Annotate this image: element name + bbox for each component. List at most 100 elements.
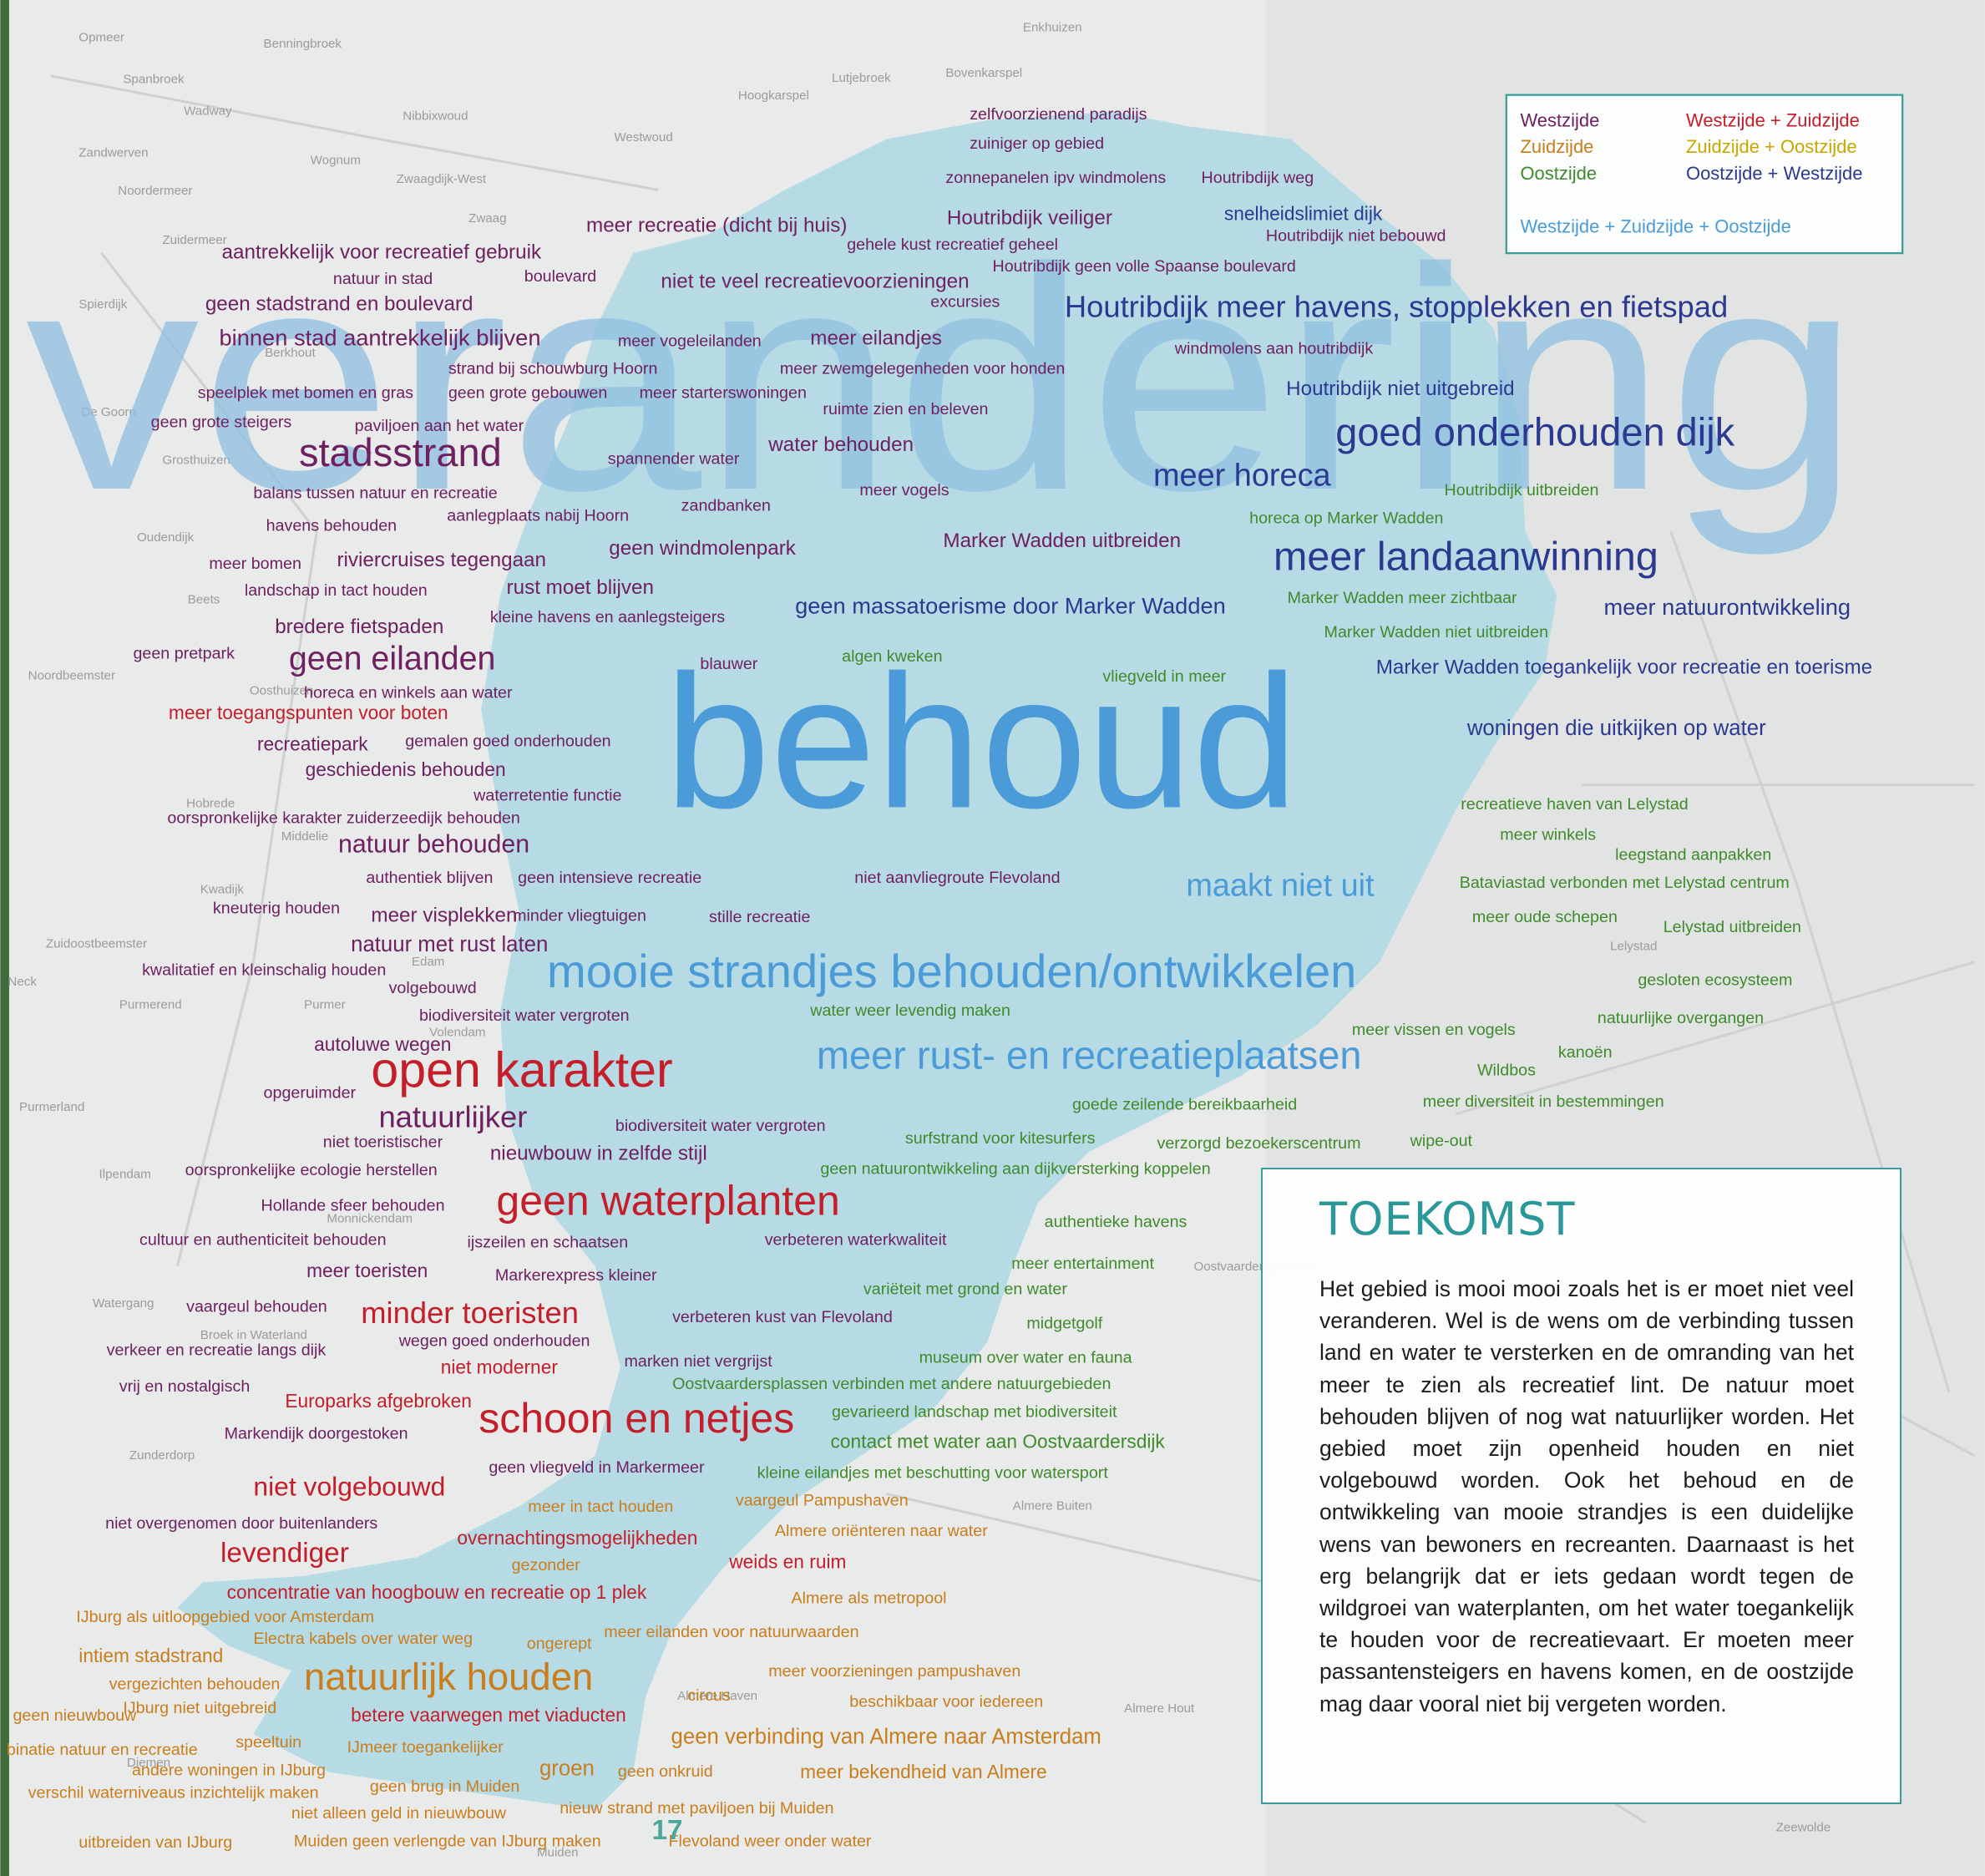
map-label: Kwadijk bbox=[200, 882, 245, 896]
map-label: Westwoud bbox=[614, 130, 672, 145]
word: Houtribdijk weg bbox=[1202, 169, 1314, 187]
word: IJburg niet uitgebreid bbox=[123, 1699, 276, 1717]
word: Houtribdijk meer havens, stopplekken en … bbox=[1065, 289, 1728, 323]
map-label: Purmerland bbox=[19, 1100, 84, 1114]
word: niet toeristischer bbox=[323, 1133, 443, 1152]
word: mooie strandjes behouden/ontwikkelen bbox=[547, 945, 1356, 997]
word: Marker Wadden uitbreiden bbox=[943, 530, 1181, 552]
map-label: Zwaagdijk-West bbox=[397, 172, 487, 186]
word: meer horeca bbox=[1153, 458, 1332, 493]
word: gevarieerd landschap met biodiversiteit bbox=[832, 1403, 1117, 1422]
word: meer oude schepen bbox=[1472, 908, 1618, 926]
word: Marker Wadden toegankelijk voor recreati… bbox=[1376, 657, 1872, 679]
word: zonnepanelen ipv windmolens bbox=[945, 169, 1166, 187]
word: landschap in tact houden bbox=[245, 581, 428, 600]
word: recreatieve haven van Lelystad bbox=[1461, 795, 1689, 814]
map-label: Noordbeemster bbox=[28, 668, 115, 682]
legend-entry: Zuidzijde + Oostzijde bbox=[1686, 136, 1857, 157]
word: horeca en winkels aan water bbox=[304, 684, 513, 702]
word: excursies bbox=[930, 292, 1000, 311]
word: geen waterplanten bbox=[496, 1177, 839, 1224]
word: Lelystad uitbreiden bbox=[1663, 918, 1801, 936]
word: Wildbos bbox=[1477, 1061, 1536, 1079]
word: natuur in stad bbox=[333, 270, 433, 288]
word: geschiedenis behouden bbox=[306, 758, 506, 780]
map-label: Neck bbox=[8, 975, 37, 989]
word: snelheidslimiet dijk bbox=[1224, 203, 1383, 225]
word: zandbanken bbox=[681, 496, 771, 515]
word: circus bbox=[687, 1686, 731, 1705]
word: geen nieuwbouw bbox=[13, 1706, 137, 1725]
word: aantrekkelijk voor recreatief gebruik bbox=[222, 241, 542, 264]
word: Markendijk doorgestoken bbox=[225, 1424, 408, 1442]
word: opgeruimder bbox=[264, 1084, 357, 1103]
word: niet volgebouwd bbox=[253, 1472, 445, 1502]
word: maakt niet uit bbox=[1186, 868, 1375, 903]
word: geen grote steigers bbox=[151, 413, 292, 431]
word: Hollande sfeer behouden bbox=[261, 1196, 445, 1214]
word: niet overgenomen door buitenlanders bbox=[105, 1514, 377, 1533]
word: meer eilandjes bbox=[810, 327, 942, 350]
word: windmolens aan houtribdijk bbox=[1174, 339, 1374, 357]
map-label: Zunderdorp bbox=[129, 1448, 195, 1463]
page-number: 17 bbox=[651, 1815, 682, 1846]
word: niet aanvliegroute Flevoland bbox=[854, 869, 1060, 887]
word: biodiversiteit water vergroten bbox=[615, 1117, 826, 1135]
word: minder vliegtuigen bbox=[513, 906, 646, 925]
map-label: Wadway bbox=[184, 104, 232, 118]
map-label: Wognum bbox=[311, 153, 361, 167]
word: variëteit met grond en water bbox=[863, 1280, 1067, 1299]
word: meer diversiteit in bestemmingen bbox=[1423, 1093, 1664, 1111]
word: meer entertainment bbox=[1011, 1255, 1154, 1273]
word: schoon en netjes bbox=[479, 1395, 794, 1442]
word: uitbreiden van IJburg bbox=[78, 1833, 232, 1852]
word: natuur met rust laten bbox=[351, 933, 548, 956]
word: IJburg als uitloopgebied voor Amsterdam bbox=[76, 1608, 374, 1626]
word: recreatiepark bbox=[257, 733, 368, 755]
word: geen onkruid bbox=[618, 1762, 713, 1781]
toekomst-box: TOEKOMST Het gebied is mooi mooi zoals h… bbox=[1261, 1168, 1901, 1804]
map-label: Almere Hout bbox=[1124, 1701, 1195, 1716]
word: Marker Wadden niet uitbreiden bbox=[1324, 623, 1548, 641]
word: Almere als metropool bbox=[792, 1589, 947, 1607]
word: museum over water en fauna bbox=[919, 1348, 1132, 1366]
legend-entry: Oostzijde + Westzijde bbox=[1686, 163, 1862, 184]
word: kanoën bbox=[1558, 1043, 1613, 1062]
word: andere woningen in IJburg bbox=[132, 1761, 326, 1779]
word: marken niet vergrijst bbox=[624, 1352, 772, 1371]
word: verkeer en recreatie langs dijk bbox=[107, 1341, 327, 1359]
word: vaargeul behouden bbox=[186, 1298, 327, 1316]
word: meer rust- en recreatieplaatsen bbox=[817, 1032, 1362, 1077]
word: geen pretpark bbox=[133, 645, 235, 663]
map-label: Hoogkarspel bbox=[738, 89, 809, 103]
word: Muiden geen verlengde van IJburg maken bbox=[294, 1832, 601, 1850]
word: midgetgolf bbox=[1026, 1314, 1102, 1332]
word: ijszeilen en schaatsen bbox=[468, 1233, 629, 1251]
word: geen intensieve recreatie bbox=[518, 869, 701, 887]
word: meer toeristen bbox=[306, 1260, 428, 1281]
map-label: Zeewolde bbox=[1776, 1820, 1831, 1834]
page: {"legend":[ {"label":"Westzijde","color"… bbox=[0, 0, 1985, 1876]
word: zelfvoorzienend paradijs bbox=[970, 105, 1147, 124]
word: kleine eilandjes met beschutting voor wa… bbox=[757, 1463, 1109, 1482]
word: cultuur en authenticiteit behouden bbox=[139, 1230, 387, 1249]
word: meer in tact houden bbox=[528, 1498, 673, 1516]
word: ongerept bbox=[527, 1635, 592, 1653]
word: niet moderner bbox=[441, 1356, 559, 1377]
word: Markerexpress kleiner bbox=[495, 1266, 657, 1285]
word: verbeteren kust van Flevoland bbox=[672, 1308, 893, 1326]
word: Houtribdijk niet uitgebreid bbox=[1286, 378, 1514, 400]
word: meer voorzieningen pampushaven bbox=[768, 1662, 1020, 1681]
legend-entry: Oostzijde bbox=[1520, 163, 1597, 184]
word: binnen stad aantrekkelijk blijven bbox=[220, 324, 541, 350]
map-label: Purmer bbox=[304, 997, 346, 1012]
word: behoud bbox=[665, 636, 1299, 848]
word: leegstand aanpakken bbox=[1615, 846, 1771, 864]
word: goede zeilende bereikbaarheid bbox=[1072, 1095, 1297, 1113]
word: geen brug in Muiden bbox=[370, 1777, 520, 1796]
word: verzorgd bezoekerscentrum bbox=[1157, 1134, 1361, 1153]
word: stadsstrand bbox=[299, 430, 502, 474]
word: boulevard bbox=[524, 267, 596, 286]
word: ruimte zien en beleven bbox=[823, 400, 988, 418]
word: Marker Wadden meer zichtbaar bbox=[1288, 589, 1517, 607]
